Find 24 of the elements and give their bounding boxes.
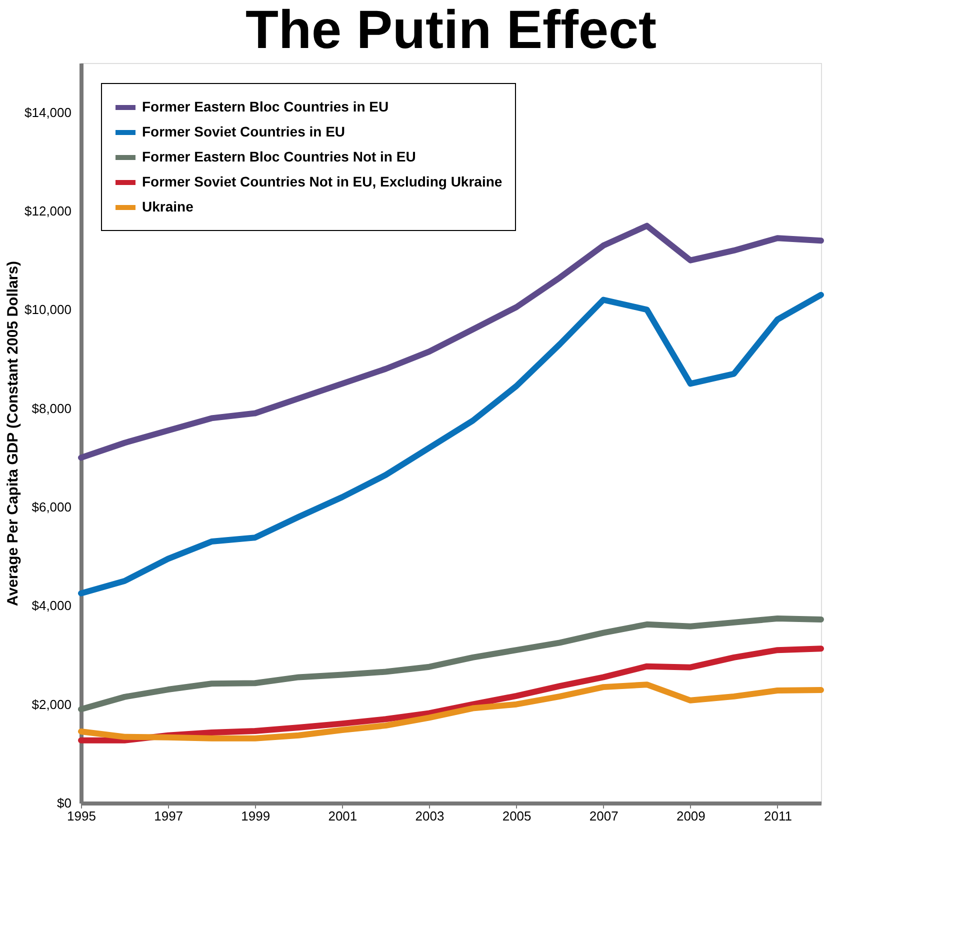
legend-label: Ukraine	[142, 198, 194, 214]
x-tick-label: 2005	[502, 808, 532, 824]
x-tick-label: 2001	[328, 808, 358, 824]
y-tick-label: $0	[57, 796, 72, 810]
y-tick-label: $2,000	[32, 696, 72, 712]
x-tick-label: 1997	[154, 808, 184, 824]
y-axis-title: Average Per Capita GDP (Constant 2005 Dollars)	[4, 260, 22, 606]
x-tick-label: 2009	[676, 808, 706, 824]
legend-label: Former Eastern Bloc Countries Not in EU	[142, 148, 416, 164]
y-tick-label: $14,000	[24, 104, 72, 120]
y-tick-label: $8,000	[32, 400, 72, 416]
x-tick-label: 1995	[67, 808, 96, 824]
x-tick-label: 2007	[589, 808, 618, 824]
y-tick-label: $12,000	[24, 204, 72, 218]
y-tick-label: $10,000	[24, 302, 72, 318]
chart-title: The Putin Effect	[245, 0, 657, 60]
y-tick-label: $4,000	[32, 598, 72, 614]
x-tick-label: 1999	[241, 808, 270, 824]
x-tick-label: 2011	[764, 808, 792, 824]
x-tick-label: 2003	[415, 808, 444, 824]
legend-label: Former Soviet Countries in EU	[142, 124, 346, 140]
legend-label: Former Soviet Countries Not in EU, Excluding Ukraine	[142, 174, 502, 190]
legend-label: Former Eastern Bloc Countries in EU	[142, 98, 389, 114]
y-tick-label: $6,000	[32, 500, 72, 514]
